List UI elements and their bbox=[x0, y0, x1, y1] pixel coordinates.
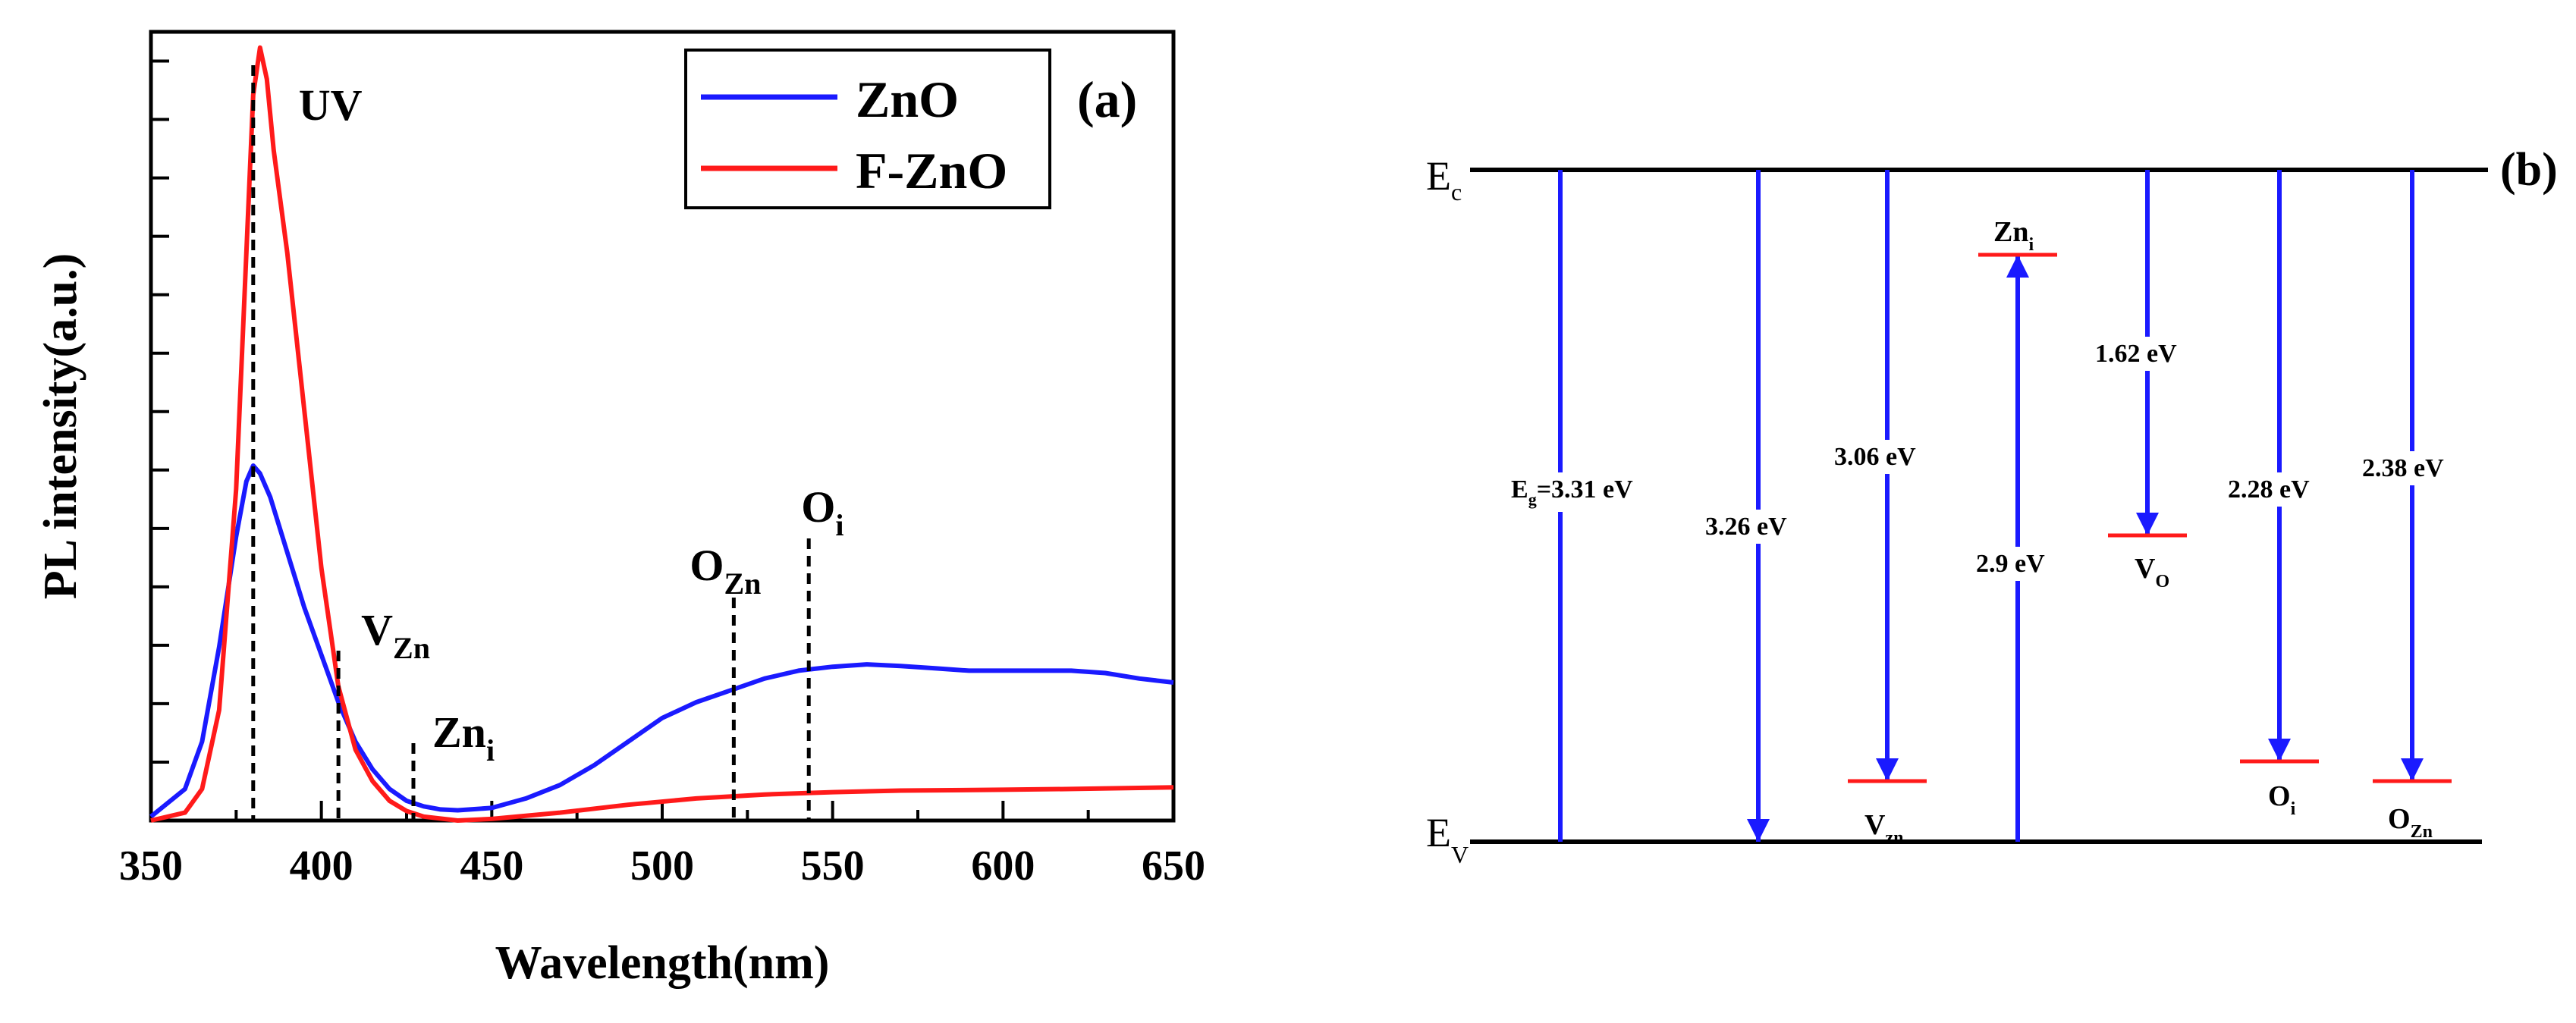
legend: ZnO F-ZnO bbox=[684, 49, 1051, 209]
defect-level-label: OZn bbox=[2388, 803, 2433, 842]
transition-o-i: 2.28 eV Oi bbox=[2223, 170, 2319, 819]
annotation-label: Zni bbox=[432, 708, 495, 767]
x-tick-label: 500 bbox=[630, 843, 694, 890]
transition-energy-label: Eg=3.31 eV bbox=[1511, 475, 1633, 509]
legend-box bbox=[684, 49, 1051, 209]
defect-level-label: Vzn bbox=[1864, 809, 1903, 848]
x-tick-label: 450 bbox=[460, 843, 523, 890]
defect-level-label: Oi bbox=[2268, 780, 2296, 819]
label-backdrop bbox=[1701, 510, 1792, 544]
series-line-zno bbox=[149, 463, 1174, 819]
transition-energy-label: 2.9 eV bbox=[1976, 550, 2045, 578]
label-backdrop bbox=[2358, 451, 2449, 485]
transition-energy-label: 2.38 eV bbox=[2362, 454, 2444, 482]
series-layer bbox=[149, 45, 1174, 823]
transition-gap-0: Eg=3.31 eV bbox=[1506, 170, 1638, 842]
defect-level-label: Zni bbox=[1993, 216, 2034, 255]
conduction-band-label: Ec bbox=[1426, 153, 1462, 206]
y-axis-title: PL intensity(a.u.) bbox=[35, 253, 86, 599]
transition-energy-label: 1.62 eV bbox=[2095, 340, 2177, 368]
transition-gap-1: 3.26 eV bbox=[1701, 170, 1792, 842]
x-tick-label: 650 bbox=[1142, 843, 1205, 890]
transition-energy-label: 2.28 eV bbox=[2228, 475, 2310, 504]
x-tick-label: 350 bbox=[119, 843, 183, 890]
legend-label-zno: ZnO bbox=[856, 71, 959, 128]
panel-label-b: (b) bbox=[2500, 144, 2558, 196]
x-axis-title: Wavelength(nm) bbox=[495, 937, 830, 989]
panel-b-energy-diagram: Ec EV (b) Eg=3.31 eV 3.26 eV 3.06 eV Vzn 2.9… bbox=[1426, 144, 2558, 868]
series-line-f-zno bbox=[150, 45, 1174, 823]
transition-o-zn: 2.38 eV OZn bbox=[2358, 170, 2452, 842]
annotation-label: OZn bbox=[690, 541, 761, 601]
transition-zn-i: 2.9 eV Zni bbox=[1971, 216, 2057, 842]
label-backdrop bbox=[1506, 472, 1638, 512]
transition-energy-label: 3.06 eV bbox=[1834, 443, 1916, 471]
transitions-layer: Eg=3.31 eV 3.26 eV 3.06 eV Vzn 2.9 eV Zni 1.62… bbox=[1506, 170, 2452, 848]
label-backdrop bbox=[2223, 472, 2315, 507]
x-tick-label: 400 bbox=[290, 843, 353, 890]
x-tick-label: 600 bbox=[971, 843, 1035, 890]
panel-label-a: (a) bbox=[1077, 71, 1137, 128]
label-backdrop bbox=[1830, 440, 1921, 474]
valence-band-label: EV bbox=[1426, 810, 1469, 868]
label-backdrop bbox=[2091, 337, 2182, 371]
transition-energy-label: 3.26 eV bbox=[1705, 513, 1787, 541]
annotation-label: UV bbox=[299, 80, 363, 130]
annotation-label: Oi bbox=[801, 482, 843, 542]
transition-v-o: 1.62 eV VO bbox=[2091, 170, 2187, 592]
annotation-label: VZn bbox=[361, 605, 430, 665]
transition-v-zn: 3.06 eV Vzn bbox=[1830, 170, 1927, 848]
x-tick-labels: 350 400 450 500 550 600 650 bbox=[119, 843, 1205, 890]
x-tick-label: 550 bbox=[801, 843, 865, 890]
defect-level-label: VO bbox=[2135, 553, 2169, 592]
legend-label-f-zno: F-ZnO bbox=[856, 142, 1007, 199]
label-backdrop bbox=[1971, 547, 2050, 581]
